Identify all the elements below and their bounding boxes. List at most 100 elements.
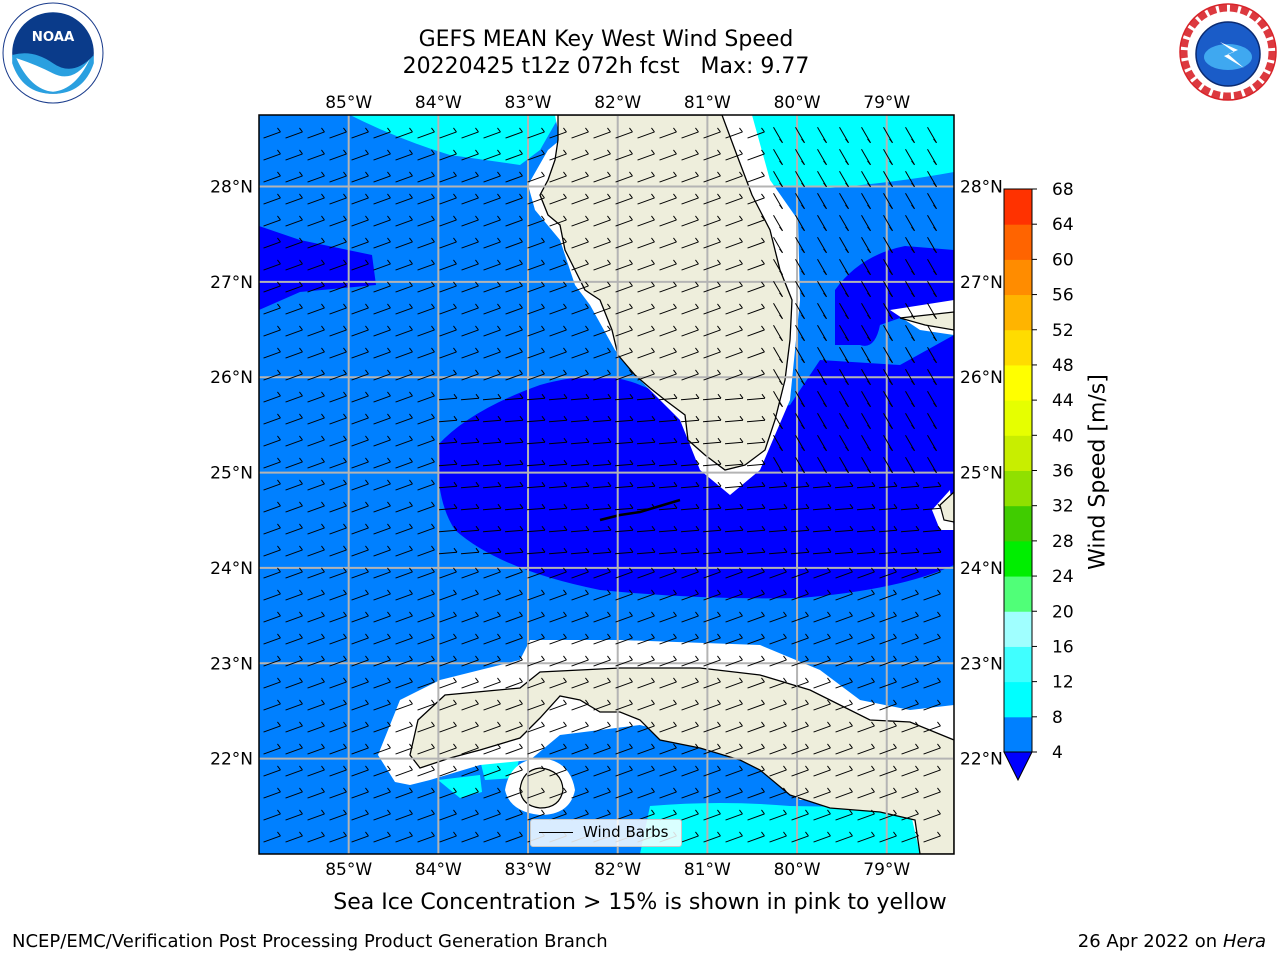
wind-barb — [861, 390, 871, 408]
wind-barb — [307, 259, 325, 271]
wind-barb — [351, 259, 369, 271]
wind-barb — [725, 677, 743, 689]
wind-barb — [857, 655, 875, 667]
wind-barb — [659, 127, 677, 139]
wind-barb — [637, 369, 655, 381]
wind-barb — [395, 303, 413, 315]
wind-barb — [725, 215, 743, 227]
wind-barb — [703, 193, 721, 205]
wind-barb — [593, 655, 611, 667]
wind-barb — [703, 699, 721, 711]
wind-barb — [460, 437, 480, 445]
wind-barb — [879, 699, 897, 711]
wind-barb — [417, 633, 435, 645]
wind-barb — [571, 699, 589, 711]
wind-barb — [263, 567, 281, 579]
wind-barb — [725, 743, 743, 755]
wind-barb — [795, 302, 805, 320]
wind-barb — [879, 831, 897, 843]
wind-barb — [351, 809, 369, 821]
wind-barb — [395, 149, 413, 161]
wind-barb — [637, 171, 655, 183]
wind-barb — [439, 743, 457, 755]
wind-barb — [351, 721, 369, 733]
wind-barb — [549, 237, 567, 249]
wind-barb — [747, 743, 765, 755]
wind-barb — [461, 237, 479, 249]
legend-label: Wind Barbs — [583, 823, 669, 841]
wind-barb — [883, 346, 893, 364]
noaa-logo-text: NOAA — [32, 30, 75, 45]
lon-tick-label-top: 84°W — [415, 93, 462, 113]
wind-barb — [439, 721, 457, 733]
wind-barb — [725, 809, 743, 821]
wind-barb — [373, 787, 391, 799]
map-frame — [258, 114, 955, 855]
wind-barb — [505, 831, 523, 843]
wind-barb — [461, 809, 479, 821]
wind-barb — [307, 677, 325, 689]
wind-barb — [637, 589, 655, 601]
lat-tick-label-left: 23°N — [210, 654, 253, 674]
wind-barb — [703, 589, 721, 601]
wind-barb — [725, 303, 743, 315]
wind-barb — [659, 611, 677, 623]
wind-barb — [571, 655, 589, 667]
wind-barb — [482, 547, 502, 555]
wind-barb — [285, 765, 303, 777]
wind-barb — [504, 503, 524, 511]
wind-barb — [483, 127, 501, 139]
wind-barb — [747, 281, 765, 293]
wind-barb — [482, 437, 502, 445]
wind-barb — [658, 437, 678, 445]
wind-barb — [839, 390, 849, 408]
wind-barb — [681, 765, 699, 777]
wind-barb — [857, 743, 875, 755]
wind-barb — [461, 193, 479, 205]
wind-barb — [395, 215, 413, 227]
wind-barb — [351, 391, 369, 403]
lon-tick-label-bottom: 83°W — [505, 860, 552, 880]
wind-barb — [637, 127, 655, 139]
wind-barb — [263, 369, 281, 381]
wind-barb — [461, 787, 479, 799]
wind-barb — [570, 437, 590, 445]
wind-barb — [812, 525, 832, 533]
wind-barb — [856, 547, 876, 555]
wind-barb — [329, 831, 347, 843]
wind-barb — [263, 457, 281, 469]
wind-barb — [483, 259, 501, 271]
wind-barb — [285, 237, 303, 249]
chart-subtitle: 20220425 t12z 072h fcst Max: 9.77 — [402, 54, 810, 79]
wind-barb — [795, 170, 805, 188]
wind-barb — [417, 127, 435, 139]
wind-barb — [527, 325, 545, 337]
wind-barb — [615, 171, 633, 183]
wind-barb — [703, 369, 721, 381]
wind-barb — [329, 677, 347, 689]
wind-barb — [615, 589, 633, 601]
wind-barb — [901, 633, 919, 645]
wind-barb — [839, 214, 849, 232]
wind-barb — [571, 237, 589, 249]
wind-barb — [483, 721, 501, 733]
wind-barb — [857, 809, 875, 821]
wind-barb — [307, 303, 325, 315]
wind-barb — [417, 215, 435, 227]
wind-barb — [571, 765, 589, 777]
wind-barb — [439, 589, 457, 601]
wind-barb — [263, 523, 281, 535]
wind-barb — [835, 721, 853, 733]
wind-barb — [373, 501, 391, 513]
wind-barb — [549, 127, 567, 139]
wind-barb — [549, 787, 567, 799]
wind-barb — [329, 523, 347, 535]
wind-barb — [747, 633, 765, 645]
wind-barb — [549, 369, 567, 381]
wind-barb — [549, 743, 567, 755]
wind-barb — [373, 545, 391, 557]
wind-barb — [681, 347, 699, 359]
wind-barb — [659, 589, 677, 601]
wind-barb — [527, 237, 545, 249]
